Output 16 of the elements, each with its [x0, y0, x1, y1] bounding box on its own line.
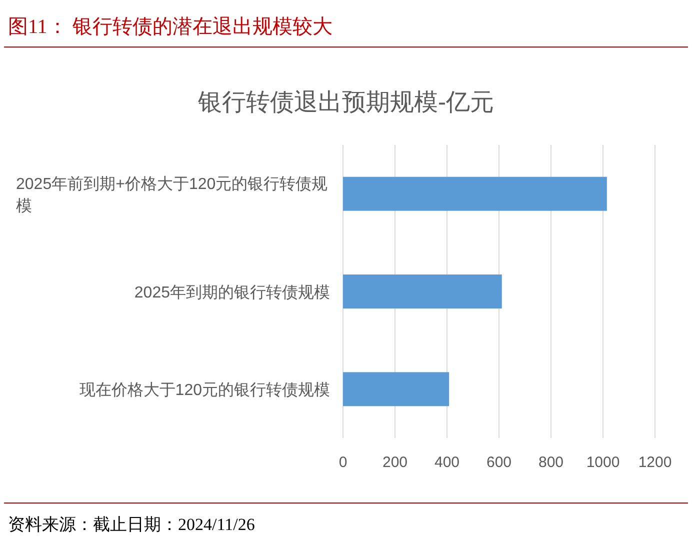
y-tick-label: 现在价格大于120元的银行转债规模: [79, 381, 330, 400]
x-tick-label: 0: [338, 454, 348, 471]
bar: [343, 274, 502, 308]
text: 图11： 银行转债的潜在退出规模较大: [8, 16, 332, 38]
text: 资料来源：截止日期：2024/11/26: [8, 515, 255, 534]
x-tick-label: 200: [382, 454, 408, 471]
chart-subtitle: 银行转债退出预期规模-亿元: [197, 89, 494, 116]
bar: [343, 176, 607, 211]
x-tick-label: 600: [486, 454, 512, 471]
bar: [343, 372, 450, 406]
y-tick-label: 2025年前到期+价格大于120元的银行转债规模: [16, 174, 328, 215]
x-tick-label: 800: [538, 454, 564, 471]
x-tick-label: 1000: [586, 454, 620, 471]
y-tick-label: 2025年到期的银行转债规模: [134, 284, 330, 302]
x-tick-label: 400: [434, 454, 460, 471]
x-tick-label: 1200: [638, 454, 672, 471]
